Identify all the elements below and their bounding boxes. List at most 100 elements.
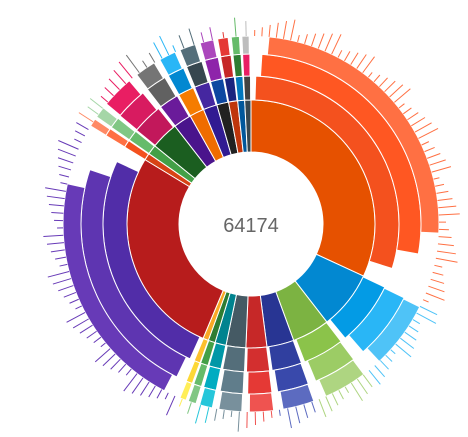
sunburst-segment-16-ring-3[interactable] <box>199 39 218 61</box>
sunburst-leaf-9-8 <box>118 363 127 373</box>
sunburst-segment-17-ring-2[interactable] <box>220 54 235 79</box>
sunburst-leaf-18-0 <box>234 17 237 37</box>
sunburst-leaf-0-8 <box>311 33 317 47</box>
sunburst-leaf-9-20 <box>63 291 77 298</box>
sunburst-leaf-1-2 <box>412 319 421 325</box>
sunburst-leaf-9-38 <box>57 157 74 164</box>
sunburst-leaf-6-1 <box>194 404 202 424</box>
sunburst-segment-5-ring-2[interactable] <box>219 368 245 395</box>
sunburst-segment-18-ring-2[interactable] <box>232 53 243 78</box>
sunburst-segment-6-ring-3[interactable] <box>198 386 217 409</box>
sunburst-leaf-9-36 <box>59 174 70 178</box>
sunburst-leaf-15-1 <box>188 28 195 45</box>
sunburst-leaf-5-3 <box>214 408 218 421</box>
sunburst-leaf-11-1 <box>89 98 104 109</box>
sunburst-segment-2-ring-3[interactable] <box>318 359 365 398</box>
sunburst-leaf-9-14 <box>86 330 97 339</box>
sunburst-leaf-2-4 <box>338 390 344 400</box>
sunburst-segment-5-ring-1[interactable] <box>222 345 247 373</box>
sunburst-leaf-0-16 <box>362 56 375 74</box>
sunburst-segment-9-ring-3[interactable] <box>62 183 174 392</box>
sunburst-leaf-5-2 <box>222 410 225 420</box>
sunburst-leaf-17-0 <box>222 31 225 39</box>
sunburst-leaf-4-1 <box>262 411 265 422</box>
sunburst-leaf-9-32 <box>48 203 64 207</box>
sunburst-leaf-13-0 <box>125 54 140 74</box>
sunburst-leaf-3-2 <box>295 406 301 424</box>
sunburst-segment-10-ring-3[interactable] <box>89 118 111 137</box>
sunburst-leaf-0-35 <box>435 183 445 187</box>
sunburst-leaf-0-19 <box>379 77 388 88</box>
sunburst-segment-19-ring-1[interactable] <box>243 75 252 101</box>
sunburst-segment-18-ring-3[interactable] <box>230 35 241 56</box>
sunburst-leaf-1-10 <box>374 365 386 378</box>
sunburst-leaf-0-44 <box>436 250 456 255</box>
sunburst-segment-13-ring-3[interactable] <box>136 62 165 90</box>
sunburst-leaf-0-11 <box>331 34 342 55</box>
sunburst-leaf-0-9 <box>317 33 325 49</box>
sunburst-leaf-9-5 <box>131 377 144 394</box>
sunburst-leaf-0-1 <box>261 27 263 37</box>
sunburst-segment-7-ring-3[interactable] <box>187 383 202 405</box>
sunburst-segment-15-ring-3[interactable] <box>179 43 202 68</box>
sunburst-leaf-9-35 <box>60 182 68 185</box>
sunburst-leaf-14-0 <box>153 42 163 59</box>
sunburst-leaf-12-3 <box>113 70 127 85</box>
sunburst-leaf-12-1 <box>104 87 114 97</box>
sunburst-segment-11-ring-3[interactable] <box>95 106 119 128</box>
sunburst-leaf-9-42 <box>74 130 86 137</box>
sunburst-leaf-2-2 <box>350 382 363 402</box>
sunburst-leaf-9-7 <box>125 368 132 376</box>
sunburst-rings <box>43 17 460 432</box>
sunburst-segment-14-ring-3[interactable] <box>159 51 183 77</box>
sunburst-leaf-9-25 <box>55 256 67 260</box>
sunburst-leaf-0-49 <box>428 285 445 293</box>
sunburst-segment-19-ring-2[interactable] <box>242 53 251 77</box>
sunburst-segment-12-ring-3[interactable] <box>105 80 142 117</box>
sunburst-segment-19-ring-3[interactable] <box>241 35 250 55</box>
sunburst-segment-4-ring-1[interactable] <box>245 346 271 373</box>
sunburst-segment-3-ring-3[interactable] <box>279 383 315 410</box>
sunburst-segment-4-ring-3[interactable] <box>248 392 275 413</box>
sunburst-leaf-9-1 <box>164 392 169 400</box>
sunburst-leaf-0-17 <box>368 72 373 78</box>
sunburst-leaf-0-14 <box>350 52 359 65</box>
sunburst-leaf-0-38 <box>438 205 457 209</box>
sunburst-leaf-0-21 <box>389 84 404 98</box>
sunburst-leaf-2-5 <box>331 393 339 406</box>
sunburst-segment-8-ring-3[interactable] <box>179 380 193 402</box>
sunburst-leaf-0-50 <box>425 292 445 301</box>
sunburst-leaf-0-30 <box>424 146 435 153</box>
sunburst-leaf-8-0 <box>178 398 183 407</box>
sunburst-leaf-13-2 <box>148 52 156 63</box>
sunburst-leaf-0-51 <box>422 299 429 303</box>
sunburst-leaf-1-5 <box>400 337 415 349</box>
sunburst-leaf-9-9 <box>110 358 121 370</box>
sunburst-leaf-9-33 <box>46 195 65 200</box>
sunburst-segment-17-ring-3[interactable] <box>217 36 231 58</box>
sunburst-leaf-12-0 <box>100 95 109 103</box>
sunburst-leaf-0-18 <box>373 74 381 83</box>
sunburst-leaf-9-13 <box>93 336 102 344</box>
sunburst-leaf-3-1 <box>303 404 309 419</box>
sunburst-leaf-1-7 <box>390 349 396 355</box>
sunburst-leaf-9-22 <box>52 278 72 285</box>
sunburst-leaf-9-24 <box>59 263 68 267</box>
sunburst-segment-5-ring-3[interactable] <box>218 390 244 413</box>
sunburst-segment-0-ring-3[interactable] <box>266 36 440 234</box>
sunburst-leaf-0-39 <box>438 213 460 216</box>
sunburst-leaf-15-0 <box>178 35 185 49</box>
sunburst-segment-1-ring-3[interactable] <box>366 298 421 363</box>
sunburst-leaf-9-4 <box>140 381 150 396</box>
sunburst-leaf-0-45 <box>435 257 458 263</box>
sunburst-leaf-0-28 <box>418 128 439 139</box>
sunburst-leaf-0-23 <box>398 103 405 109</box>
sunburst-leaf-4-0 <box>270 410 273 418</box>
sunburst-leaf-9-27 <box>46 242 64 245</box>
sunburst-leaf-16-0 <box>200 32 205 43</box>
sunburst-leaf-9-31 <box>51 212 64 214</box>
sunburst-leaf-0-20 <box>384 80 396 93</box>
sunburst-leaf-1-4 <box>404 331 417 341</box>
sunburst-segment-4-ring-2[interactable] <box>247 370 273 395</box>
sunburst-leaf-7-0 <box>187 402 192 414</box>
